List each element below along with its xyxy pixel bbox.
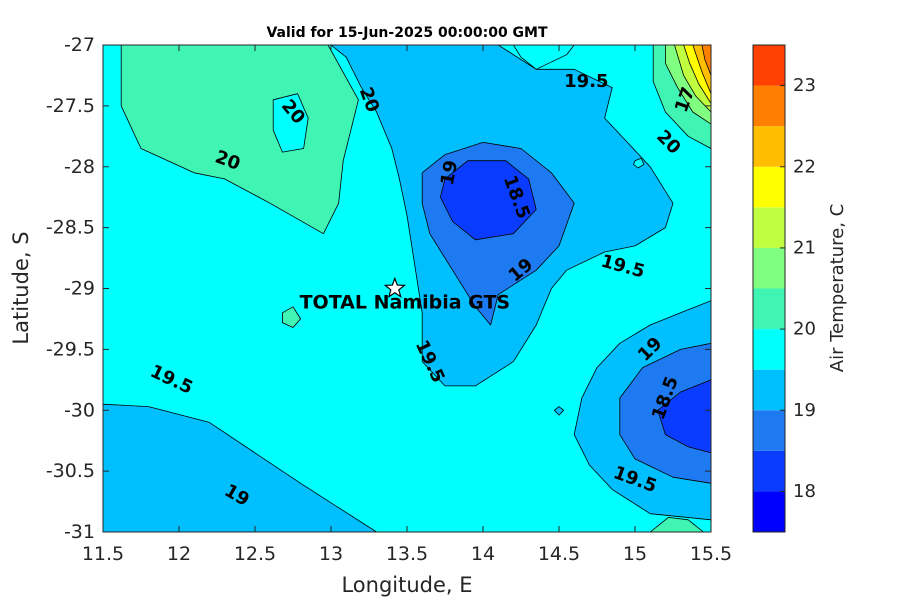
colorbar-segment-2 (753, 410, 785, 451)
colorbar-segment-4 (753, 329, 785, 370)
colorbar-tick-label: 19 (793, 400, 816, 421)
y-tick-label: -29.5 (46, 338, 95, 360)
colorbar-tick-label: 22 (793, 156, 816, 177)
y-tick-label: -28.5 (46, 217, 95, 239)
northwest-inner-19-5-hole (272, 93, 309, 153)
y-axis-ticks: -27 -27.5 -28 -28.5 -29 -29.5 -30 -30.5 -31 (46, 34, 711, 543)
y-tick-label: -29 (64, 278, 95, 300)
y-tick-label: -30 (64, 399, 95, 421)
x-tick-label: 13.5 (386, 543, 428, 565)
y-tick-label: -31 (64, 521, 95, 543)
x-axis-ticks: 11.5 12 12.5 13 13.5 14 14.5 15 15.5 (82, 45, 732, 565)
x-tick-label: 14 (471, 543, 495, 565)
colorbar-segment-10 (753, 85, 785, 127)
y-tick-label: -27.5 (46, 95, 95, 117)
x-tick-label: 15.5 (690, 543, 732, 565)
colorbar-segment-1 (753, 450, 785, 492)
small-20-island (281, 306, 302, 328)
colorbar (752, 44, 786, 533)
colorbar-label: Air Temperature, C (827, 204, 848, 372)
colorbar-tick-label: 18 (793, 481, 816, 502)
y-tick-label: -28 (64, 156, 95, 178)
colorbar-segment-8 (753, 166, 785, 208)
colorbar-segment-9 (753, 126, 785, 167)
colorbar-segment-11 (753, 45, 785, 86)
x-tick-label: 14.5 (538, 543, 580, 565)
y-tick-label: -27 (64, 34, 95, 56)
colorbar-frame (752, 44, 786, 533)
colorbar-ticks: 18 19 20 21 22 23 (780, 75, 816, 502)
colorbar-segment-7 (753, 207, 785, 248)
y-tick-label: -30.5 (46, 460, 95, 482)
colorbar-segment-5 (753, 288, 785, 330)
northwest-20-region (120, 45, 359, 235)
tiny-19-island-south (554, 406, 564, 416)
colorbar-tick-label: 23 (793, 75, 816, 96)
tiny-19-5-island-east (633, 157, 645, 169)
colorbar-tick-label: 21 (793, 237, 816, 258)
colorbar-segment-0 (753, 491, 785, 532)
southwest-19-region (103, 403, 378, 532)
x-axis-label: Longitude, E (341, 573, 472, 597)
colorbar-tick-label: 20 (793, 319, 816, 340)
plot-area (103, 45, 711, 532)
colorbar-segment-6 (753, 247, 785, 289)
southeast-18-region (657, 379, 711, 454)
contour-label-4: 19.5 (564, 71, 608, 92)
station-star-icon (383, 276, 407, 298)
x-tick-label: 12 (167, 543, 191, 565)
x-tick-label: 13 (319, 543, 343, 565)
station-label: TOTAL Namibia GTS (300, 292, 511, 314)
station-layer: TOTAL Namibia GTS (300, 276, 511, 314)
x-tick-label: 11.5 (82, 543, 124, 565)
x-tick-label: 12.5 (234, 543, 276, 565)
northeast-22-5-region (701, 45, 711, 76)
north-19-5-bump (513, 45, 575, 70)
southeast-corner-20-region (649, 517, 704, 532)
central-18-region (439, 160, 537, 241)
y-axis-label: Latitude, S (9, 231, 33, 344)
contour-label-5: 19 (437, 159, 462, 187)
x-tick-label: 15 (623, 543, 647, 565)
chart-title: Valid for 15-Jun-2025 00:00:00 GMT (266, 25, 548, 41)
colorbar-segment-3 (753, 369, 785, 411)
